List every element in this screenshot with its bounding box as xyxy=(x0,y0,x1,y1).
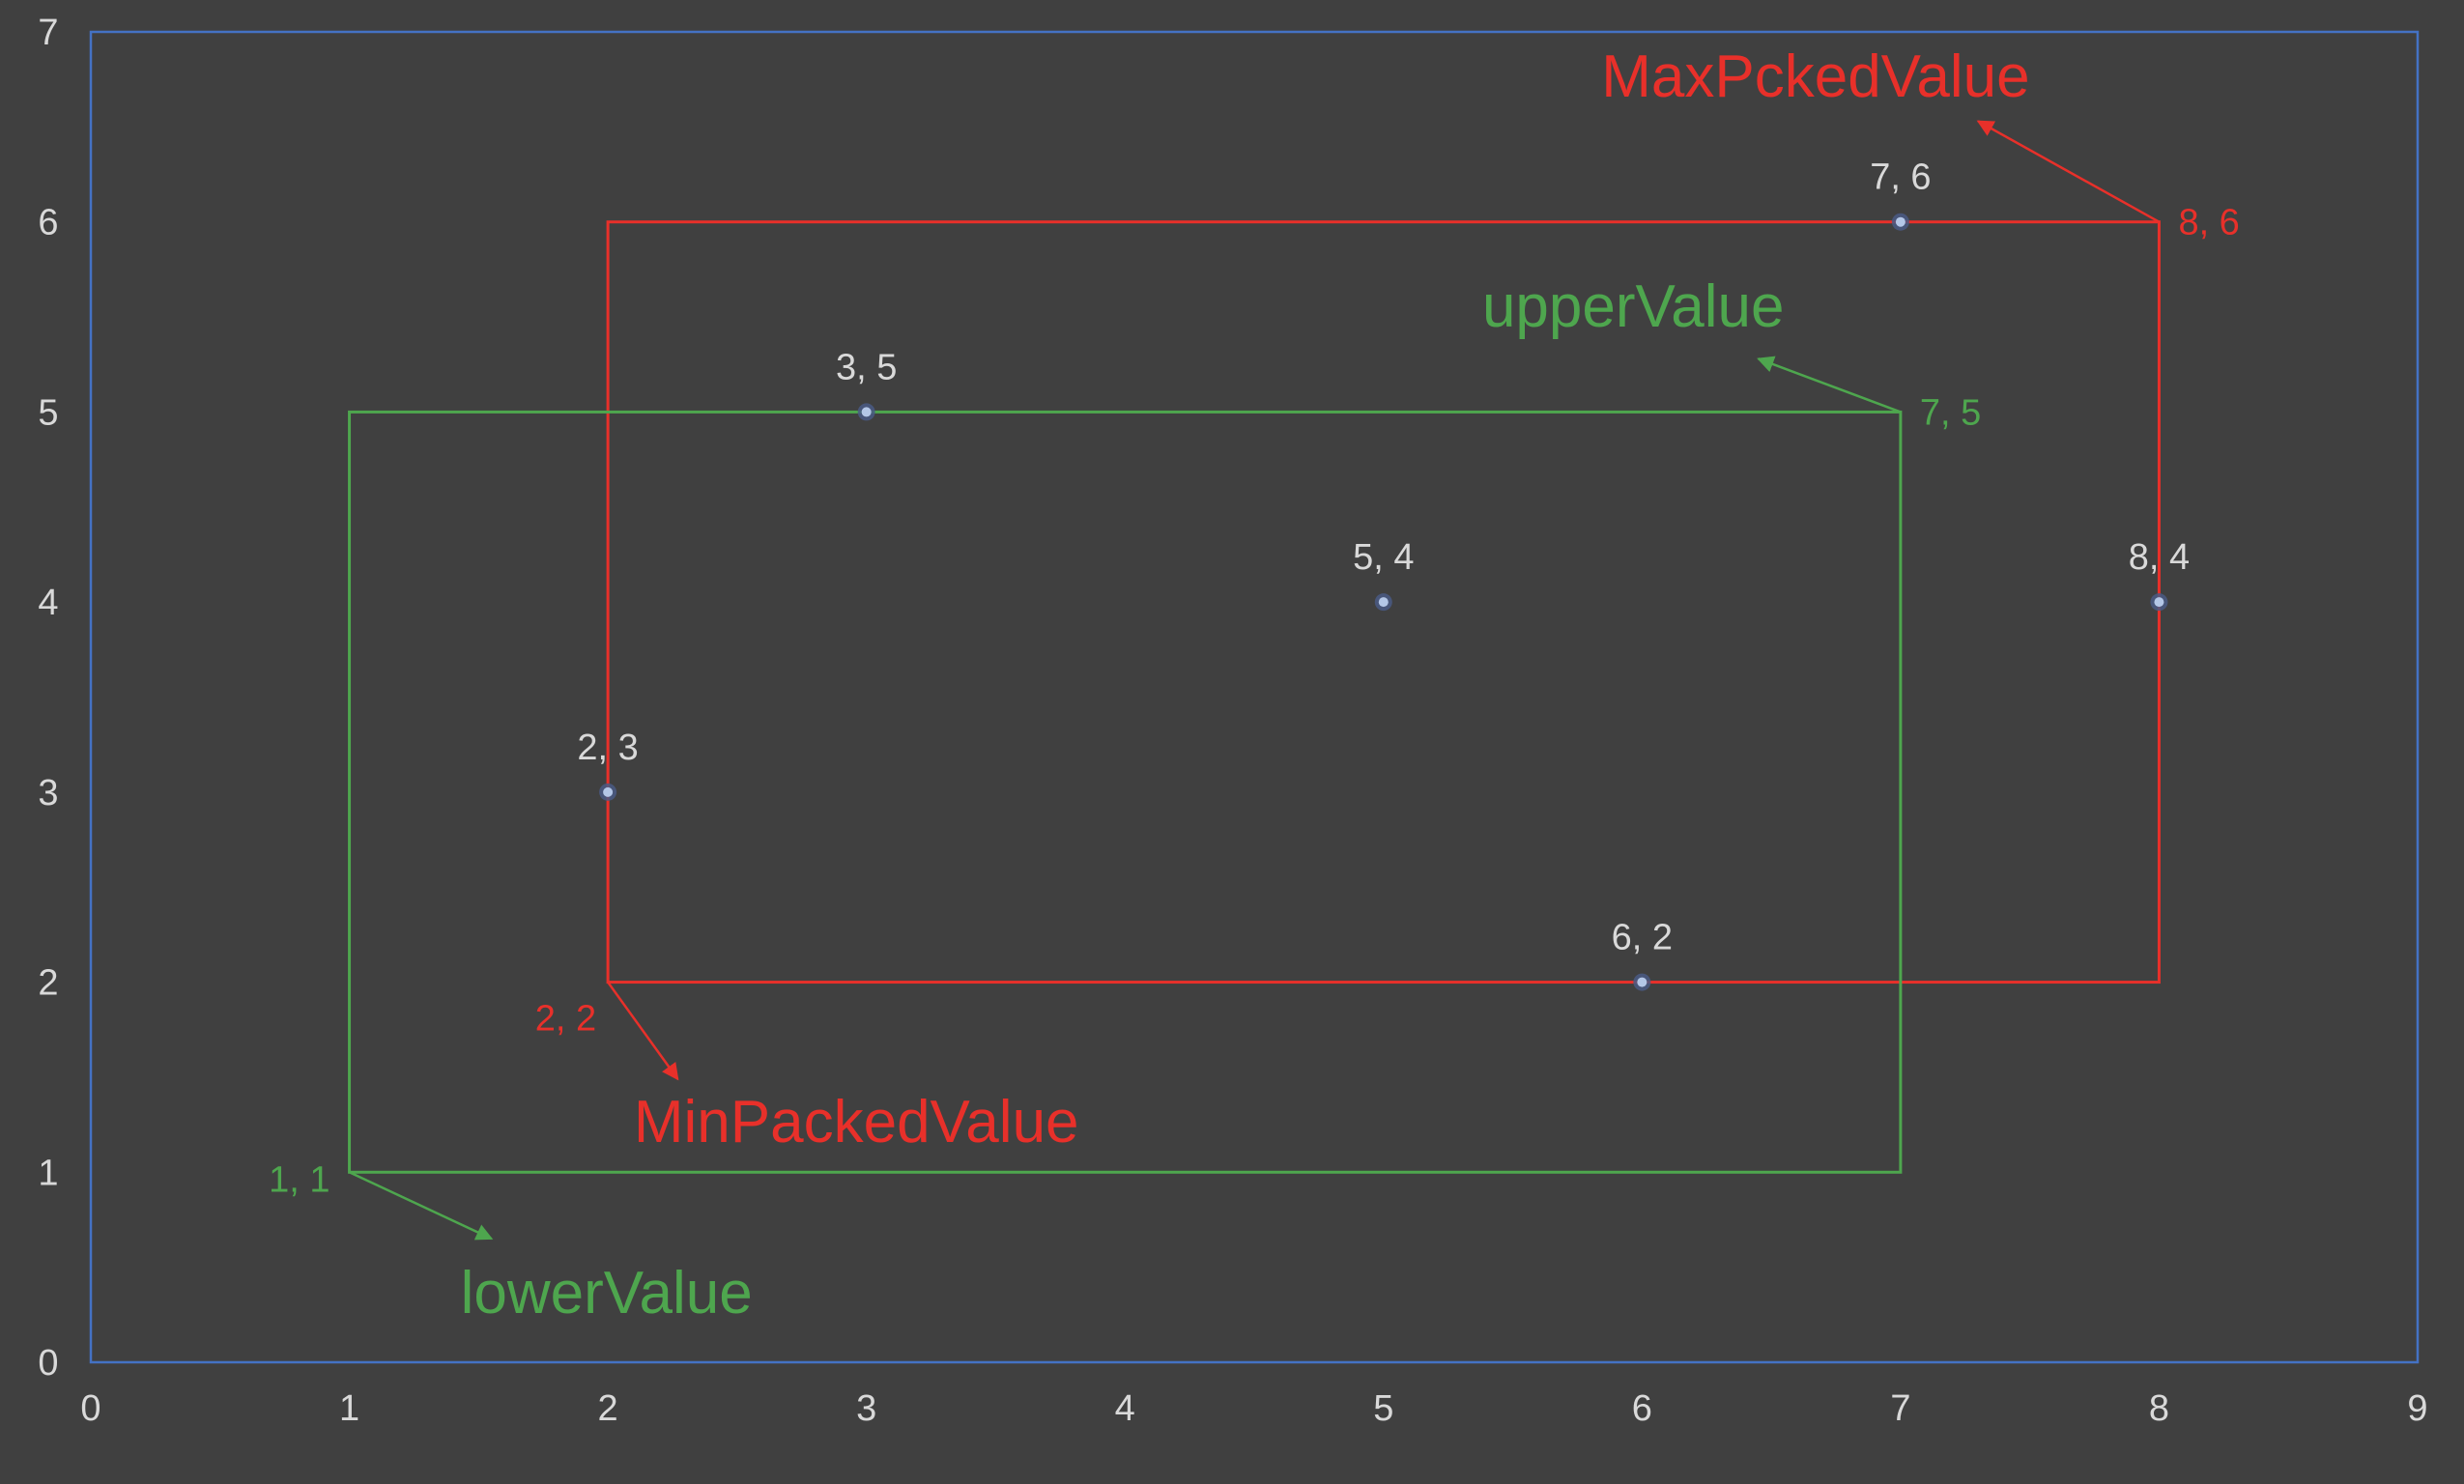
annotation-label: MaxPckedValue xyxy=(1601,43,2029,110)
x-tick-label: 7 xyxy=(1890,1388,1910,1429)
x-tick-label: 0 xyxy=(80,1388,100,1429)
x-tick-label: 6 xyxy=(1632,1388,1652,1429)
x-tick-label: 8 xyxy=(2149,1388,2169,1429)
data-point xyxy=(2154,597,2164,608)
data-label: 7, 6 xyxy=(1870,157,1931,198)
y-tick-label: 1 xyxy=(38,1153,58,1193)
annotation-arrow xyxy=(1757,356,1902,414)
data-point xyxy=(1378,597,1389,608)
y-tick-label: 4 xyxy=(38,583,58,623)
data-label: 2, 3 xyxy=(577,728,638,768)
x-tick-label: 4 xyxy=(1115,1388,1135,1429)
plot-area-border xyxy=(89,30,2420,1364)
points-layer xyxy=(599,213,2168,991)
x-tick-label: 1 xyxy=(339,1388,359,1429)
annotation-label: upperValue xyxy=(1482,273,1785,340)
y-tick-label: 7 xyxy=(38,13,58,53)
x-tick-label: 5 xyxy=(1373,1388,1393,1429)
annotation-label: MinPackedValue xyxy=(634,1089,1079,1156)
labels-layer: MaxPckedValue MinPackedValue upperValue low… xyxy=(269,43,2240,1327)
corner-label: 1, 1 xyxy=(269,1159,329,1200)
data-label: 6, 2 xyxy=(1612,918,1673,958)
data-point xyxy=(861,407,872,417)
y-tick-label: 0 xyxy=(38,1343,58,1384)
data-point xyxy=(603,786,614,797)
annotation-arrows-layer xyxy=(349,120,2161,1241)
y-tick-label: 3 xyxy=(38,773,58,813)
annotation-arrow xyxy=(349,1171,494,1241)
x-tick-label: 9 xyxy=(2407,1388,2427,1429)
annotation-arrow xyxy=(1976,120,2161,223)
x-tick-label: 3 xyxy=(856,1388,876,1429)
data-point xyxy=(1895,216,1905,227)
y-tick-label: 2 xyxy=(38,963,58,1004)
x-axis-ticks: 0 1 2 3 4 5 6 7 8 9 xyxy=(80,1388,2427,1429)
y-axis-ticks: 0 1 2 3 4 5 6 7 xyxy=(38,13,58,1384)
data-label: 5, 4 xyxy=(1353,537,1414,578)
y-tick-label: 5 xyxy=(38,392,58,433)
data-label: 8, 4 xyxy=(2129,537,2190,578)
corner-label: 2, 2 xyxy=(535,999,596,1040)
data-label: 3, 5 xyxy=(836,347,897,387)
y-tick-label: 6 xyxy=(38,203,58,243)
annotation-label: lowerValue xyxy=(461,1260,753,1327)
annotation-arrow xyxy=(607,981,679,1081)
corner-label: 8, 6 xyxy=(2178,203,2239,243)
data-point xyxy=(1637,977,1647,987)
green-box xyxy=(348,410,1903,1174)
corner-label: 7, 5 xyxy=(1920,392,1981,433)
x-tick-label: 2 xyxy=(598,1388,618,1429)
